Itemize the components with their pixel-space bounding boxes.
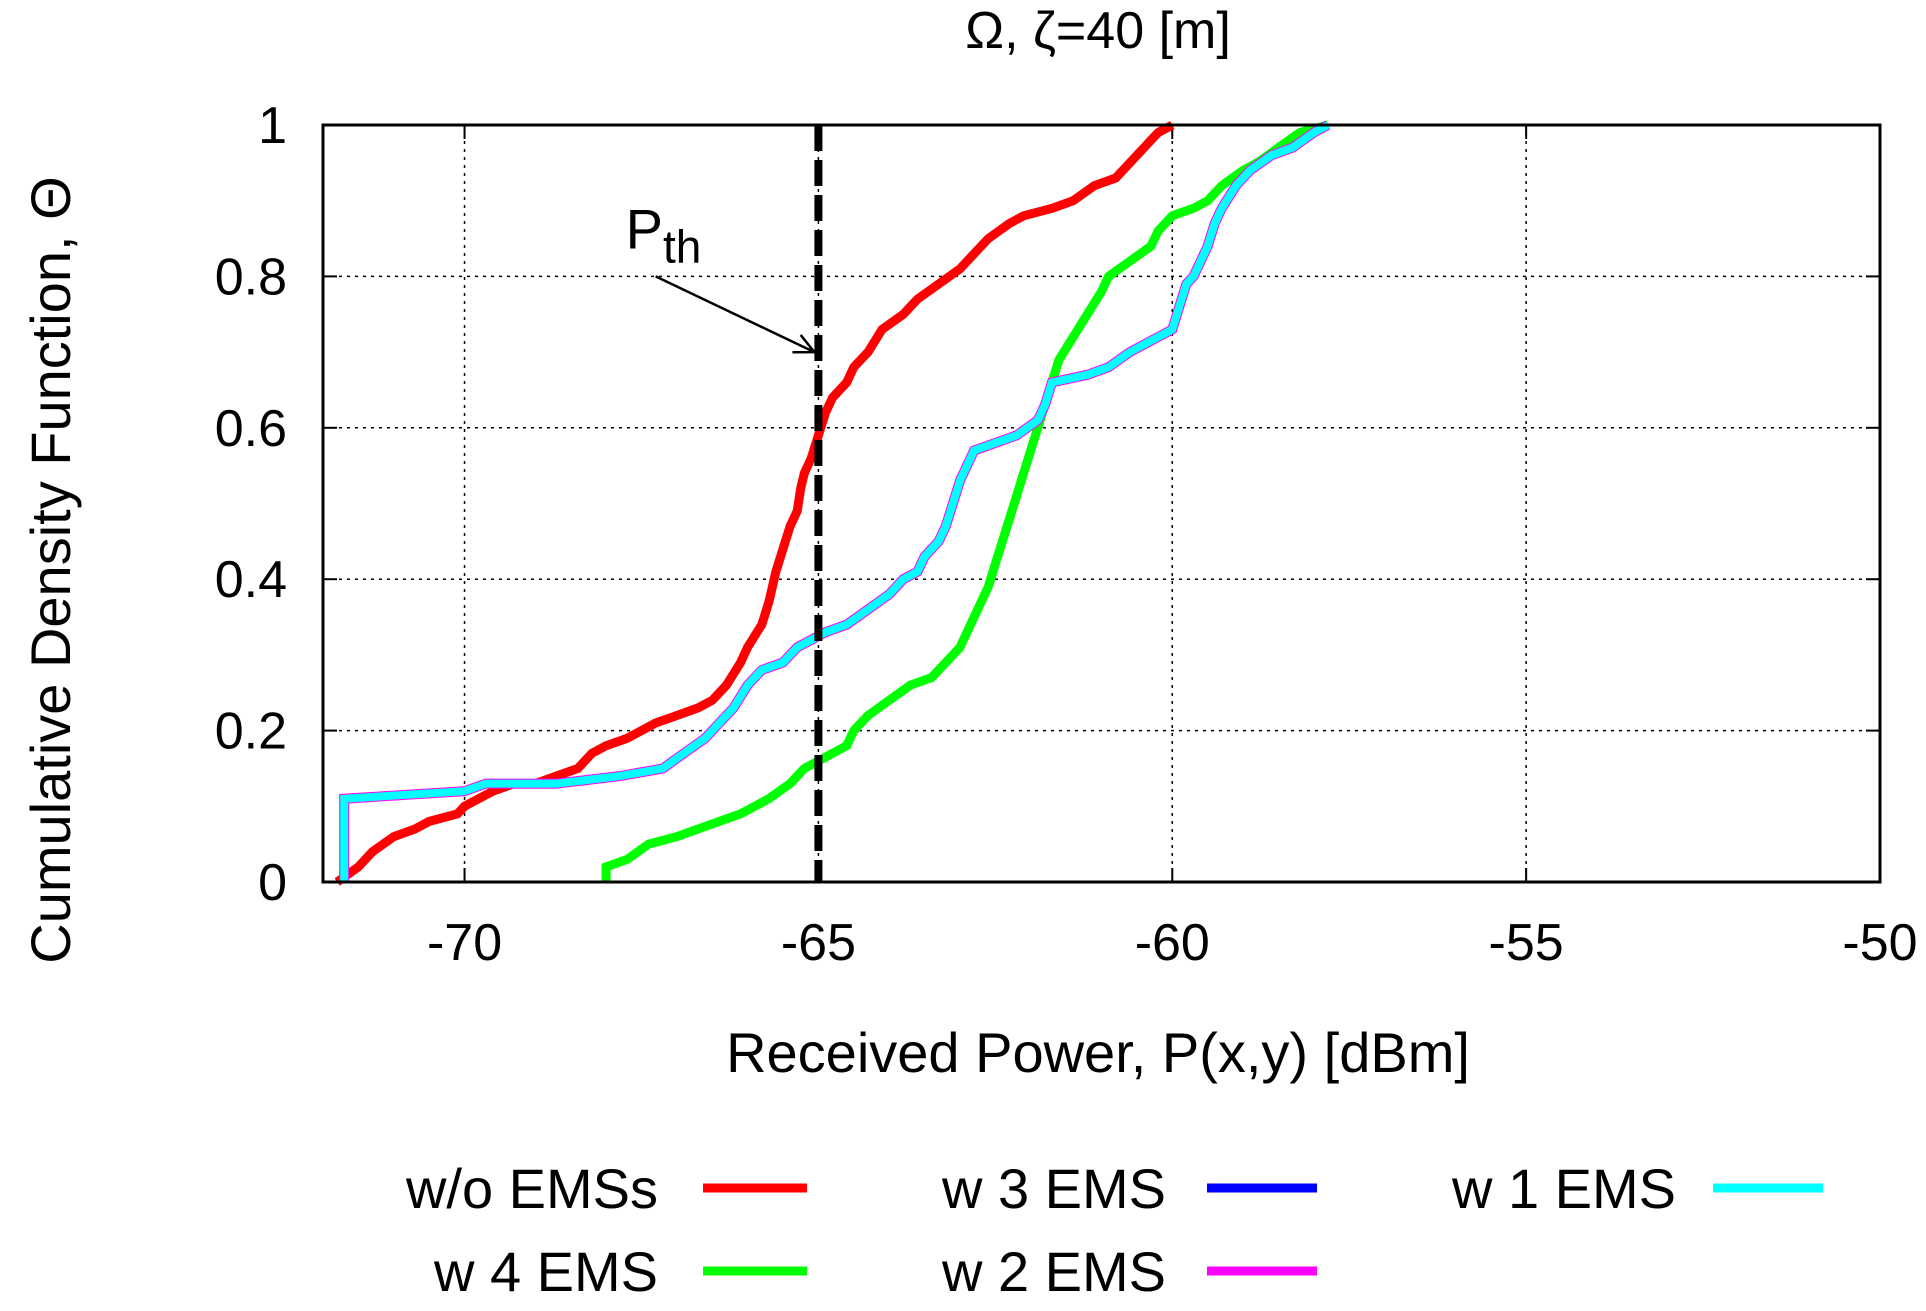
legend-item: w/o EMSs: [405, 1157, 807, 1220]
y-axis-ticks: 0 0.2 0.4 0.6 0.8 1: [215, 97, 1880, 912]
legend-label: w 1 EMS: [1451, 1157, 1676, 1220]
chart-title: Ω, ζ=40 [m]: [965, 2, 1231, 60]
x-axis-ticks: -70 -65 -60 -55 -50: [427, 125, 1918, 972]
p-th-subscript: th: [663, 220, 701, 272]
p-th-main: P: [626, 197, 663, 260]
x-tick-label: -55: [1489, 914, 1564, 972]
series-layer: [334, 120, 1331, 886]
legend-item: w 3 EMS: [941, 1157, 1317, 1220]
y-tick-label: 0.6: [215, 400, 287, 458]
grid-lines: [323, 125, 1880, 882]
y-tick-label: 0: [258, 854, 287, 912]
y-tick-label: 0.4: [215, 551, 287, 609]
legend-item: w 4 EMS: [433, 1240, 807, 1303]
series-line-w-2-ems: [339, 120, 1331, 882]
y-axis-label: Cumulative Density Function, Θ: [19, 176, 82, 963]
legend-label: w 2 EMS: [941, 1240, 1166, 1303]
legend-item: w 2 EMS: [941, 1240, 1317, 1303]
series-line-w-1-ems: [340, 121, 1330, 882]
x-tick-label: -65: [781, 914, 856, 972]
legend-item: w 1 EMS: [1451, 1157, 1823, 1220]
series-line-w-4-ems: [601, 120, 1330, 882]
legend: w/o EMSs w 3 EMS w 1 EMS w 4 EMS w 2 EMS: [405, 1157, 1823, 1303]
x-tick-label: -60: [1135, 914, 1210, 972]
x-tick-label: -50: [1842, 914, 1917, 972]
y-tick-label: 0.2: [215, 703, 287, 761]
p-th-arrow: [655, 275, 815, 354]
p-th-arrowhead: [792, 334, 818, 354]
legend-label: w 4 EMS: [433, 1240, 658, 1303]
series-line-w-o-emss: [334, 121, 1175, 886]
p-th-annotation: Pth: [626, 197, 818, 354]
y-tick-label: 1: [258, 97, 287, 155]
x-tick-label: -70: [427, 914, 502, 972]
series-line-w-3-ems: [339, 121, 1331, 882]
plot-frame: [321, 123, 1882, 884]
y-tick-label: 0.8: [215, 248, 287, 306]
legend-label: w/o EMSs: [405, 1157, 658, 1220]
legend-label: w 3 EMS: [941, 1157, 1166, 1220]
x-axis-label: Received Power, P(x,y) [dBm]: [726, 1021, 1470, 1084]
p-th-label: Pth: [626, 197, 702, 272]
